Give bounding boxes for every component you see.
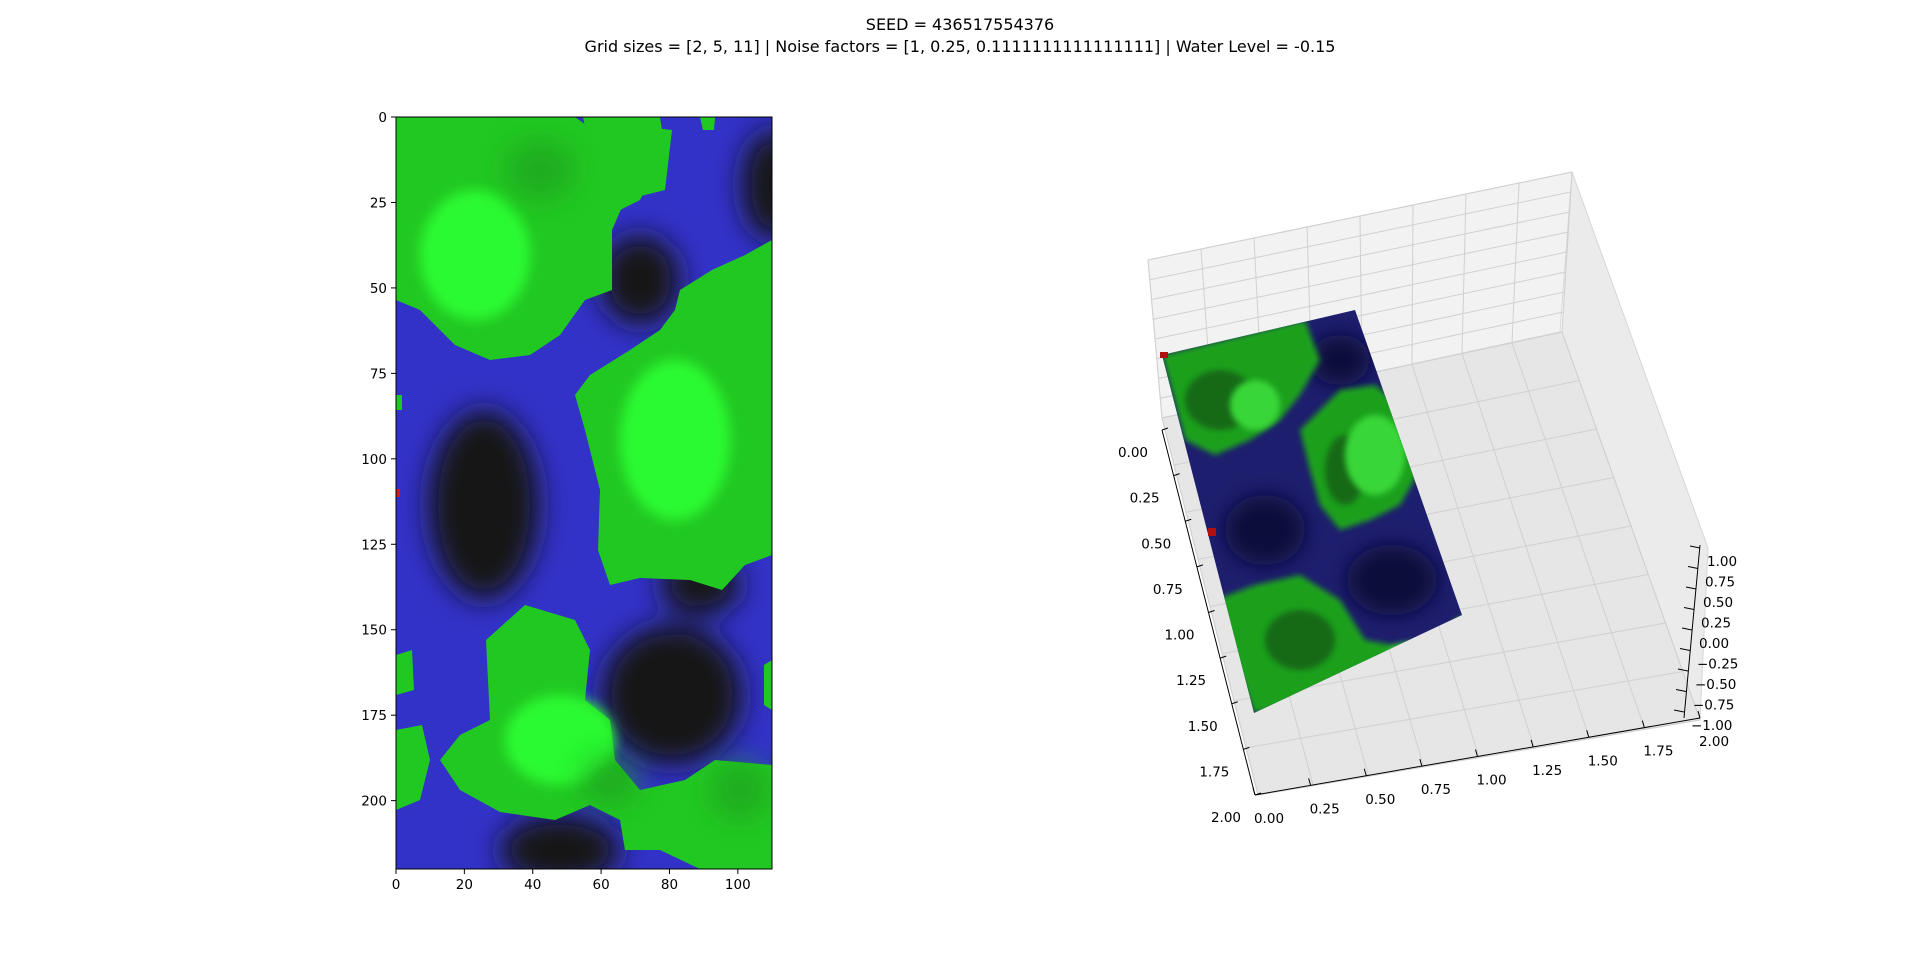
- surface-y-tick: [1254, 792, 1262, 796]
- surface-y-tick-label: 2.00: [1211, 810, 1241, 826]
- heatmap-red-marker: [396, 489, 400, 497]
- surface-z-tick: [1685, 586, 1697, 590]
- heatmap-x-tick-label: 40: [524, 877, 541, 893]
- surface-y-tick: [1219, 655, 1227, 659]
- heatmap-x-tick-label: 20: [456, 877, 473, 893]
- surface-z-axis: 1.00 0.75 0.50 0.25 0.00 −0.25 −0.50 −0.75 −1.00: [1673, 545, 1738, 734]
- surface-x-tick-label: 2.00: [1699, 734, 1729, 750]
- surface-z-tick-label: 0.75: [1705, 575, 1735, 591]
- surface-y-tick: [1185, 518, 1192, 522]
- surface-x-tick: [1530, 739, 1534, 748]
- surface-x-tick: [1252, 787, 1256, 796]
- surface-z-tick: [1675, 689, 1687, 692]
- heatmap-y-tick-label: 125: [361, 537, 387, 553]
- surface-x-tick-label: 0.25: [1310, 801, 1340, 817]
- surface-x-tick: [1697, 710, 1701, 719]
- surface-y-tick-label: 1.50: [1188, 719, 1218, 735]
- heatmap-x-tick-label: 60: [592, 877, 609, 893]
- surface-z-tick: [1679, 648, 1691, 651]
- surface-x-tick: [1586, 730, 1590, 738]
- surface-y-axis: 0.00 0.25 0.50 0.75 1.00 1.25 1.50 1.75 2.00: [1118, 427, 1262, 826]
- figure-title-line-2: Grid sizes = [2, 5, 11] | Noise factors …: [584, 37, 1336, 56]
- surface-z-tick: [1683, 607, 1695, 610]
- surface-z-tick-label: 0.25: [1701, 616, 1731, 632]
- heatmap-land-shade: [505, 140, 770, 820]
- surface-z-tick: [1689, 545, 1701, 549]
- heatmap-y-tick-label: 0: [378, 110, 387, 126]
- surface-z-axis-line: [1683, 544, 1701, 719]
- surface-red-markers: [1160, 352, 1216, 536]
- surface-x-tick-label: 0.50: [1365, 792, 1395, 808]
- surface-x-tick-label: 1.25: [1532, 763, 1562, 779]
- surface-x-tick: [1419, 758, 1423, 767]
- figure-title-line-1: SEED = 436517554376: [865, 15, 1055, 34]
- surface-x-tick-label: 1.00: [1476, 773, 1506, 789]
- heatmap-x-tick-label: 80: [661, 877, 678, 893]
- surface-y-tick: [1173, 473, 1180, 477]
- surface-z-tick: [1687, 566, 1699, 569]
- surface-z-tick-label: −0.25: [1697, 657, 1738, 673]
- surface-z-tick-label: −1.00: [1691, 718, 1732, 734]
- heatmap-y-tick-label: 25: [370, 195, 387, 211]
- surface-y-tick-label: 1.25: [1176, 673, 1206, 689]
- surface-x-tick: [1308, 778, 1312, 786]
- surface-x-tick-label: 0.75: [1421, 782, 1451, 798]
- surface-x-tick: [1641, 720, 1645, 728]
- surface-z-tick-label: −0.50: [1695, 677, 1736, 693]
- heatmap-x-tick-label: 100: [725, 877, 751, 893]
- surface-z-tick-label: 0.50: [1703, 595, 1733, 611]
- surface-y-tick-label: 0.75: [1153, 582, 1183, 598]
- heatmap-y-axis: 0 25 50 75 100 125 150 175 200: [361, 110, 396, 810]
- heatmap-frame: [395, 116, 773, 870]
- surface-z-tick: [1673, 709, 1685, 713]
- surface-z-tick-label: 0.00: [1699, 636, 1729, 652]
- heatmap-y-tick-label: 50: [370, 281, 387, 297]
- surface-x-tick-label: 0.00: [1254, 811, 1284, 827]
- surface-x-tick: [1475, 749, 1478, 757]
- surface-y-tick-label: 0.25: [1130, 491, 1160, 507]
- surface-y-tick: [1231, 701, 1238, 705]
- heatmap-x-tick-label: 0: [392, 877, 401, 893]
- heatmap-y-tick-label: 100: [361, 452, 387, 468]
- heatmap-deep-water: [429, 117, 772, 869]
- surface-y-tick: [1196, 564, 1204, 568]
- surface-z-tick-label: 1.00: [1707, 554, 1737, 570]
- surface-y-tick-label: 0.50: [1141, 536, 1171, 552]
- surface-y-tick: [1243, 746, 1250, 750]
- surface-z-tick-label: −0.75: [1693, 698, 1734, 714]
- surface-y-tick-label: 1.75: [1199, 764, 1229, 780]
- surface-x-tick-label: 1.75: [1643, 744, 1673, 760]
- heatmap-x-axis: 0 20 40 60 80 100: [392, 869, 751, 893]
- surface-z-tick: [1681, 627, 1693, 631]
- surface-x-tick: [1363, 768, 1367, 776]
- heatmap-highlands: [420, 190, 730, 785]
- surface-x-axis: 0.00 0.25 0.50 0.75 1.00 1.25 1.50 1.75 2.00: [1252, 710, 1729, 827]
- surface-y-tick-label: 1.00: [1164, 628, 1194, 644]
- heatmap-y-tick-label: 200: [361, 794, 387, 810]
- heatmap-y-tick-label: 150: [361, 623, 387, 639]
- surface-x-tick-label: 1.50: [1588, 753, 1618, 769]
- surface-z-tick: [1677, 668, 1689, 672]
- surface-y-tick-label: 0.00: [1118, 445, 1148, 461]
- heatmap-y-tick-label: 175: [361, 708, 387, 724]
- heatmap-y-tick-label: 75: [370, 366, 387, 382]
- surface-y-tick: [1208, 610, 1215, 613]
- surface-y-tick: [1161, 427, 1169, 431]
